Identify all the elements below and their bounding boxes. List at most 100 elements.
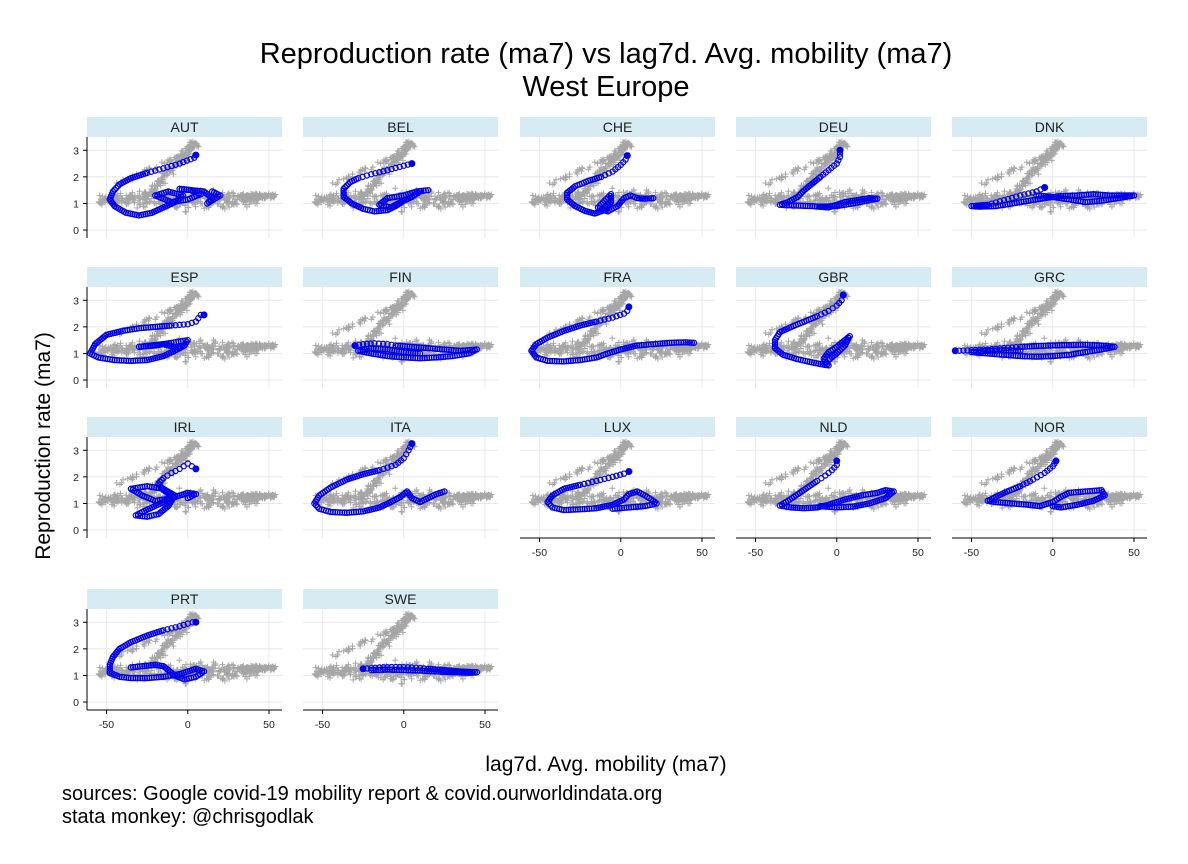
background-point — [230, 190, 237, 197]
country-point — [185, 186, 192, 193]
country-point — [114, 182, 122, 190]
panel-fin: FIN — [303, 267, 498, 388]
background-point — [978, 179, 985, 186]
panel-label: DEU — [819, 119, 849, 135]
background-point — [225, 193, 232, 200]
country-point-latest — [408, 160, 416, 168]
background-point — [810, 160, 817, 167]
country-point — [189, 187, 197, 194]
background-point — [312, 192, 319, 199]
background-point — [142, 189, 149, 196]
background-point — [184, 143, 191, 150]
background-point — [155, 179, 162, 186]
background-point — [185, 204, 192, 211]
background-point — [187, 147, 194, 154]
panel-label: AUT — [171, 119, 199, 135]
background-point — [188, 139, 195, 146]
background-point — [197, 198, 204, 205]
country-point — [208, 188, 216, 195]
background-point — [124, 195, 131, 202]
background-point — [313, 196, 320, 203]
background-point — [768, 176, 775, 183]
country-point — [178, 185, 186, 193]
y-tick-label: 2 — [73, 322, 79, 334]
background-point — [137, 201, 144, 208]
background-point — [549, 181, 556, 188]
background-point — [242, 201, 249, 208]
country-point — [113, 184, 120, 192]
country-point — [116, 181, 123, 188]
background-point — [392, 335, 399, 342]
background-point — [226, 204, 233, 211]
background-point — [195, 143, 202, 150]
background-point — [149, 183, 156, 190]
background-point — [125, 194, 132, 201]
background-point — [594, 160, 601, 167]
background-point — [135, 192, 141, 199]
background-point — [183, 208, 190, 215]
background-point — [173, 204, 180, 211]
country-point — [196, 187, 203, 195]
background-point — [158, 309, 165, 316]
background-point — [984, 176, 991, 183]
country-point — [187, 155, 194, 163]
country-point — [164, 163, 171, 171]
panel-strip — [303, 117, 498, 137]
country-point-latest — [623, 152, 631, 160]
background-point — [164, 170, 171, 177]
background-point — [113, 194, 120, 201]
country-points — [106, 151, 224, 219]
chart-subtitle: West Europe — [522, 71, 689, 103]
background-point — [408, 203, 415, 210]
background-point — [178, 147, 185, 154]
country-point-latest — [200, 311, 208, 319]
country-point — [187, 186, 194, 194]
panel-deu: DEU — [736, 117, 931, 238]
country-point — [198, 188, 205, 195]
background-point — [546, 179, 553, 186]
background-point — [217, 203, 224, 210]
background-point — [591, 159, 598, 166]
y-tick-label: 1 — [73, 348, 79, 360]
country-point — [183, 157, 191, 164]
background-point — [762, 179, 769, 186]
background-point — [129, 194, 136, 201]
background-point — [807, 159, 814, 166]
background-point — [192, 140, 199, 147]
background-point — [609, 185, 616, 192]
background-point — [161, 174, 168, 181]
country-point-latest — [836, 146, 844, 154]
background-point — [255, 193, 262, 200]
background-point — [134, 204, 141, 211]
background-point — [252, 193, 259, 200]
background-point — [192, 203, 199, 210]
y-tick-label: 3 — [73, 145, 79, 157]
background-point — [152, 185, 159, 192]
country-point — [180, 158, 187, 166]
background-point — [96, 192, 103, 199]
country-point — [191, 187, 199, 194]
background-point — [182, 152, 189, 159]
country-point — [176, 160, 183, 167]
background-point — [244, 191, 251, 198]
chart-title: Reproduction rate (ma7) vs lag7d. Avg. m… — [260, 38, 953, 70]
country-point — [183, 186, 190, 193]
background-point — [123, 201, 130, 208]
background-point — [1023, 159, 1030, 166]
background-point — [981, 181, 988, 188]
panel-label: DNK — [1035, 119, 1065, 135]
background-point — [170, 171, 177, 178]
y-tick-label: 0 — [73, 225, 79, 237]
background-point — [229, 200, 236, 207]
country-point-latest — [1041, 184, 1049, 191]
background-point — [222, 197, 229, 204]
background-point — [335, 176, 342, 183]
country-point — [194, 187, 201, 194]
background-point — [117, 192, 124, 199]
y-tick-label: 3 — [73, 295, 79, 307]
panel-che: CHE — [520, 117, 715, 238]
background-point — [252, 200, 259, 207]
